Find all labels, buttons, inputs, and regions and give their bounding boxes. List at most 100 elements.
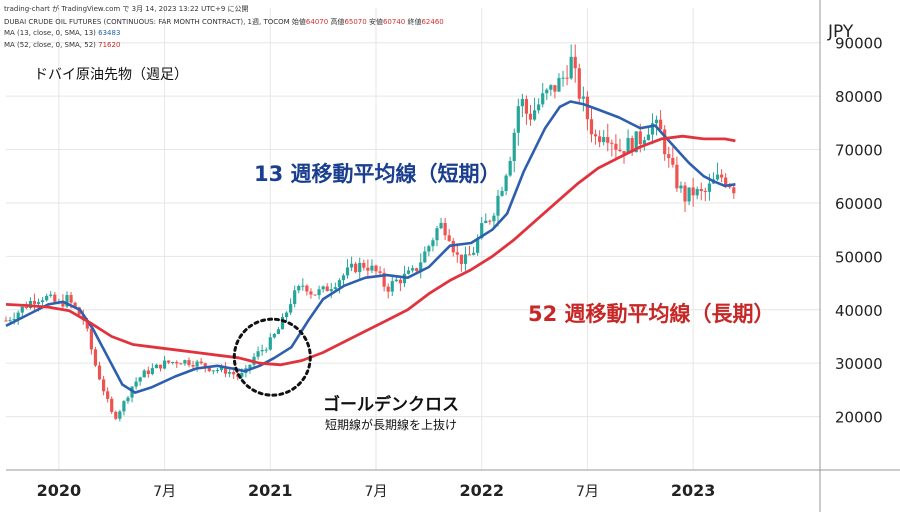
candle-body-down: [683, 185, 687, 202]
candle-body-up: [264, 349, 268, 351]
candle-body-down: [232, 372, 236, 375]
candle-body-down: [606, 137, 610, 143]
y-tick-label: 40000: [835, 302, 883, 320]
golden-cross-circle: [232, 317, 312, 397]
candle-body-up: [642, 140, 646, 145]
candle-body-up: [45, 295, 49, 301]
candle-body-down: [386, 286, 390, 292]
candle-body-up: [228, 372, 232, 374]
candle-body-down: [577, 68, 581, 99]
candle-body-down: [622, 151, 626, 154]
candle-body-up: [256, 351, 260, 357]
candle-body-up: [215, 369, 220, 371]
y-tick-label: 80000: [835, 88, 883, 106]
candle-body-up: [654, 119, 659, 124]
candle-body-up: [337, 280, 342, 288]
candle-body-up: [410, 268, 415, 271]
candle-body-up: [345, 267, 350, 276]
candle-body-up: [646, 134, 651, 141]
candle-body-down: [638, 131, 642, 145]
candle-body-up: [390, 281, 394, 292]
candle-body-up: [36, 302, 41, 304]
candle-body-up: [516, 106, 520, 133]
ma13-legend: MA (13, close, 0, SMA, 13) 63483: [4, 29, 121, 37]
candle-body-up: [289, 304, 293, 313]
ma13-annotation: 13 週移動平均線（短期）: [254, 162, 501, 186]
candle-body-up: [301, 285, 305, 287]
candle-body-up: [126, 397, 130, 402]
candle-body-down: [720, 174, 724, 178]
candle-body-down: [382, 272, 386, 287]
candle-body-up: [341, 275, 346, 281]
candle-body-down: [488, 220, 492, 222]
candle-body-down: [671, 158, 675, 165]
candle-body-down: [187, 360, 191, 366]
candle-body-up: [183, 360, 187, 364]
candle-body-up: [293, 290, 297, 305]
candle-body-up: [520, 99, 524, 107]
candle-body-up: [476, 238, 480, 253]
candle-body-up: [394, 279, 398, 282]
candle-body-down: [663, 129, 667, 155]
candle-body-down: [69, 294, 73, 303]
candle-body-up: [171, 361, 175, 363]
candle-body-down: [93, 349, 98, 366]
candle-body-up: [8, 320, 12, 322]
candle-body-up: [280, 317, 285, 330]
x-tick-label: 2021: [248, 481, 293, 500]
y-tick-label: 70000: [835, 142, 883, 160]
symbol-name: DUBAI CRUDE OIL FUTURES (CONTINUOUS: FAR…: [4, 18, 290, 26]
candle-body-up: [12, 318, 16, 321]
candle-body-down: [325, 286, 329, 292]
candle-body-up: [679, 185, 683, 189]
candle-body-down: [97, 365, 102, 380]
x-tick-label: 2020: [37, 481, 82, 500]
candle-body-up: [138, 377, 142, 382]
candle-body-down: [593, 134, 598, 137]
candle-body-down: [175, 361, 179, 364]
candle-body-up: [240, 373, 244, 377]
candle-body-down: [675, 164, 679, 189]
candle-body-down: [61, 301, 65, 307]
close-value: 62460: [421, 18, 444, 26]
candle-body-up: [321, 286, 325, 290]
candle-body-down: [691, 187, 695, 196]
candle-body-up: [154, 364, 159, 369]
candle-body-down: [305, 285, 309, 292]
candle-body-down: [309, 291, 313, 295]
candle-body-down: [24, 306, 28, 309]
candle-body-down: [106, 391, 110, 399]
candle-body-up: [484, 220, 488, 224]
candle-body-down: [366, 267, 370, 271]
x-tick-label: 7月: [365, 484, 388, 500]
candle-body-up: [707, 183, 712, 192]
candle-body-up: [471, 252, 476, 255]
chart-title: ドバイ原油先物（週足）: [34, 67, 188, 83]
x-tick-label: 7月: [153, 484, 176, 500]
candle-body-up: [16, 312, 20, 319]
candle-body-down: [4, 320, 8, 322]
candle-body-down: [459, 254, 463, 264]
x-tick-label: 2023: [671, 481, 716, 500]
candle-body-up: [715, 174, 720, 180]
candle-body-up: [602, 137, 606, 143]
candle-body-up: [541, 93, 545, 105]
candle-body-down: [703, 190, 707, 192]
candle-body-down: [53, 294, 57, 302]
candle-body-down: [732, 187, 736, 194]
candle-body-down: [415, 268, 419, 271]
ma13-line: [5, 100, 736, 394]
candle-body-down: [443, 222, 447, 236]
candle-body-down: [565, 77, 569, 79]
candle-body-down: [378, 271, 382, 273]
candle-body-down: [398, 279, 402, 284]
low-value: 60740: [382, 18, 406, 26]
candle-body-up: [276, 329, 281, 334]
candle-body-up: [248, 364, 252, 369]
candle-body-up: [211, 370, 215, 372]
candle-body-up: [650, 123, 655, 135]
currency-label: JPY: [828, 22, 854, 42]
candle-body-up: [504, 175, 508, 192]
candle-body-down: [362, 262, 366, 268]
